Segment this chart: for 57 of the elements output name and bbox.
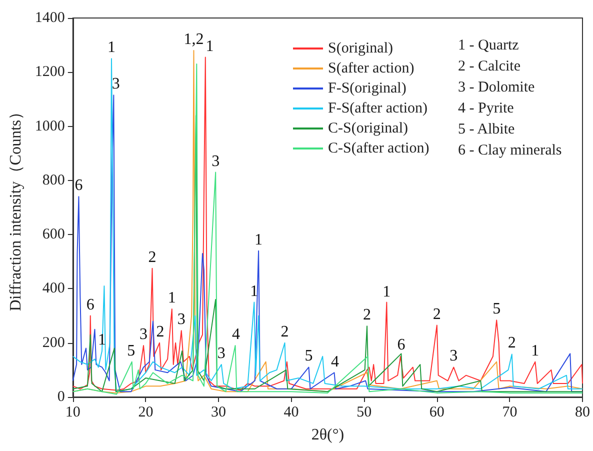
annotation: 1 bbox=[168, 290, 176, 307]
annotation: 4 - Pyrite bbox=[458, 100, 514, 116]
x-tick-label: 50 bbox=[356, 404, 372, 420]
annotation: 5 bbox=[127, 342, 136, 360]
annotation: 6 bbox=[86, 296, 94, 314]
annotation: 3 bbox=[212, 152, 220, 170]
x-tick-label: 40 bbox=[284, 404, 299, 420]
x-axis-title: 2θ(°) bbox=[311, 426, 344, 444]
annotation: 3 bbox=[450, 348, 458, 365]
annotation: 3 bbox=[217, 345, 226, 362]
legend-label: C-S(original) bbox=[328, 120, 408, 136]
annotation: 3 bbox=[140, 326, 148, 344]
annotation: 2 bbox=[432, 306, 441, 323]
annotation: 2 bbox=[363, 306, 372, 324]
annotation: 1 bbox=[382, 284, 391, 301]
y-tick-label: 1000 bbox=[34, 118, 65, 134]
annotation: 6 bbox=[397, 336, 406, 354]
annotation: 2 bbox=[148, 248, 156, 266]
annotation: 5 - Albite bbox=[458, 122, 515, 138]
annotation: 1,2 bbox=[184, 30, 204, 48]
y-tick-label: 800 bbox=[42, 172, 65, 188]
annotation: 2 - Calcite bbox=[458, 58, 521, 74]
annotation: 3 bbox=[177, 311, 186, 328]
y-axis-title: Diffraction intensity（Counts） bbox=[8, 104, 24, 312]
x-tick-label: 70 bbox=[502, 404, 518, 420]
annotation: 1 bbox=[206, 38, 214, 55]
x-tick-label: 30 bbox=[211, 404, 226, 420]
x-tick-label: 10 bbox=[65, 404, 80, 420]
x-tick-label: 80 bbox=[575, 404, 590, 420]
annotation: 5 bbox=[304, 348, 313, 365]
y-tick-label: 0 bbox=[57, 389, 65, 405]
annotation: 4 bbox=[330, 354, 339, 371]
x-tick-label: 60 bbox=[429, 404, 444, 420]
annotation: 5 bbox=[492, 300, 501, 318]
legend-label: F-S(after action) bbox=[328, 100, 428, 116]
y-tick-label: 200 bbox=[42, 334, 65, 351]
y-tick-label: 400 bbox=[42, 280, 65, 297]
annotation: 3 - Dolomite bbox=[458, 80, 535, 96]
annotation: 2 bbox=[156, 323, 164, 340]
annotation: 6 bbox=[74, 177, 83, 194]
annotation: 2 bbox=[280, 323, 289, 340]
legend-label: C-S(after action) bbox=[328, 140, 430, 156]
y-tick-label: 1400 bbox=[34, 10, 65, 26]
annotation: 2 bbox=[508, 334, 516, 352]
legend-label: F-S(original) bbox=[328, 80, 406, 96]
annotation: 3 bbox=[112, 76, 120, 93]
annotation: 4 bbox=[232, 326, 240, 344]
y-tick-label: 600 bbox=[42, 226, 65, 243]
y-tick-label: 1200 bbox=[34, 64, 65, 80]
annotation: 1 bbox=[254, 231, 263, 248]
x-tick-label: 20 bbox=[138, 404, 154, 420]
legend-label: S(after action) bbox=[328, 60, 414, 76]
annotation: 1 - Quartz bbox=[458, 38, 520, 54]
legend-label: S(original) bbox=[328, 40, 393, 56]
annotation: 6 - Clay minerals bbox=[458, 142, 562, 158]
annotation: 1 bbox=[531, 342, 540, 360]
annotation: 1 bbox=[107, 39, 116, 56]
